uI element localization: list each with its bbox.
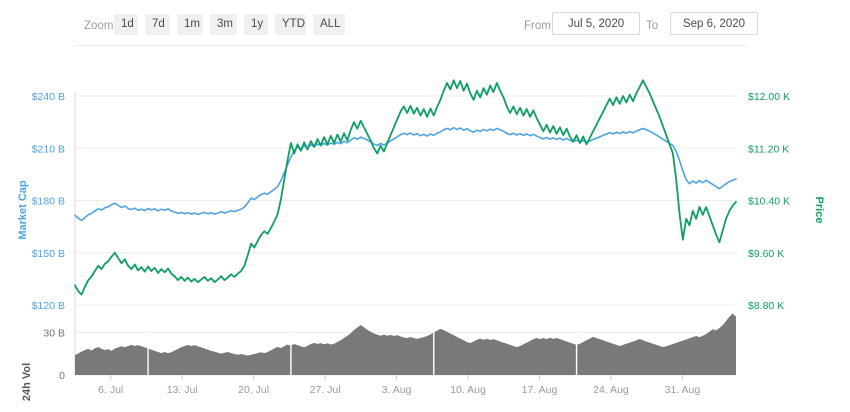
- zoom-range-3m[interactable]: 3m: [210, 14, 237, 35]
- from-date-input[interactable]: Jul 5, 2020: [552, 12, 640, 35]
- x-axis-label: 13. Jul: [167, 384, 198, 396]
- price-tick-label: $12.00 K: [748, 91, 790, 103]
- price-tick-label: $8.80 K: [748, 300, 784, 312]
- x-axis-label: 17. Aug: [522, 384, 558, 396]
- market-cap-tick-label: $240 B: [32, 91, 65, 103]
- volume-area: [75, 313, 736, 375]
- x-axis-label: 20. Jul: [238, 384, 269, 396]
- zoom-range-1m[interactable]: 1m: [177, 14, 203, 35]
- x-axis-label: 3. Aug: [382, 384, 412, 396]
- zoom-range-1d[interactable]: 1d: [114, 14, 138, 35]
- from-label: From: [524, 20, 551, 32]
- to-date-input[interactable]: Sep 6, 2020: [670, 12, 758, 35]
- x-axis-label: 31. Aug: [665, 384, 701, 396]
- zoom-range-7d[interactable]: 7d: [145, 14, 170, 35]
- to-label: To: [646, 20, 659, 32]
- volume-tick-label: 30 B: [43, 327, 65, 339]
- price-line: [74, 79, 737, 296]
- zoom-range-ytd[interactable]: YTD: [275, 14, 306, 35]
- volume-tick-label: 0: [59, 370, 65, 382]
- chart-canvas: $240 B $210 B $180 B $150 B $120 B $12.00 K $1…: [32, 79, 790, 396]
- price-tick-label: $9.60 K: [748, 248, 784, 260]
- price-axis-title: Price: [813, 196, 825, 224]
- market-cap-axis-title: Market Cap: [17, 180, 29, 240]
- zoom-range-1y[interactable]: 1y: [244, 14, 268, 35]
- toolbar-divider: [75, 45, 747, 46]
- price-tick-label: $11.20 K: [748, 143, 789, 155]
- market-cap-tick-label: $210 B: [32, 143, 65, 155]
- zoom-range-all[interactable]: ALL: [313, 14, 345, 35]
- x-axis-label: 24. Aug: [593, 384, 629, 396]
- x-axis-label: 10. Aug: [450, 384, 486, 396]
- market-cap-tick-label: $180 B: [32, 196, 65, 208]
- x-axis-label: 27. Jul: [310, 384, 341, 396]
- x-axis-label: 6. Jul: [98, 384, 123, 396]
- price-marketcap-chart[interactable]: $240 B $210 B $180 B $150 B $120 B $12.00 K $1…: [0, 46, 850, 409]
- chart-toolbar: Zoom From Jul 5, 2020 To Sep 6, 2020 1d 7…: [0, 0, 850, 46]
- volume-axis-title: 24h Vol: [21, 362, 33, 402]
- zoom-label: Zoom: [84, 20, 114, 32]
- market-cap-tick-label: $150 B: [32, 248, 65, 260]
- market-cap-tick-label: $120 B: [32, 300, 65, 312]
- market-cap-line: [74, 126, 737, 222]
- price-tick-label: $10.40 K: [748, 196, 790, 208]
